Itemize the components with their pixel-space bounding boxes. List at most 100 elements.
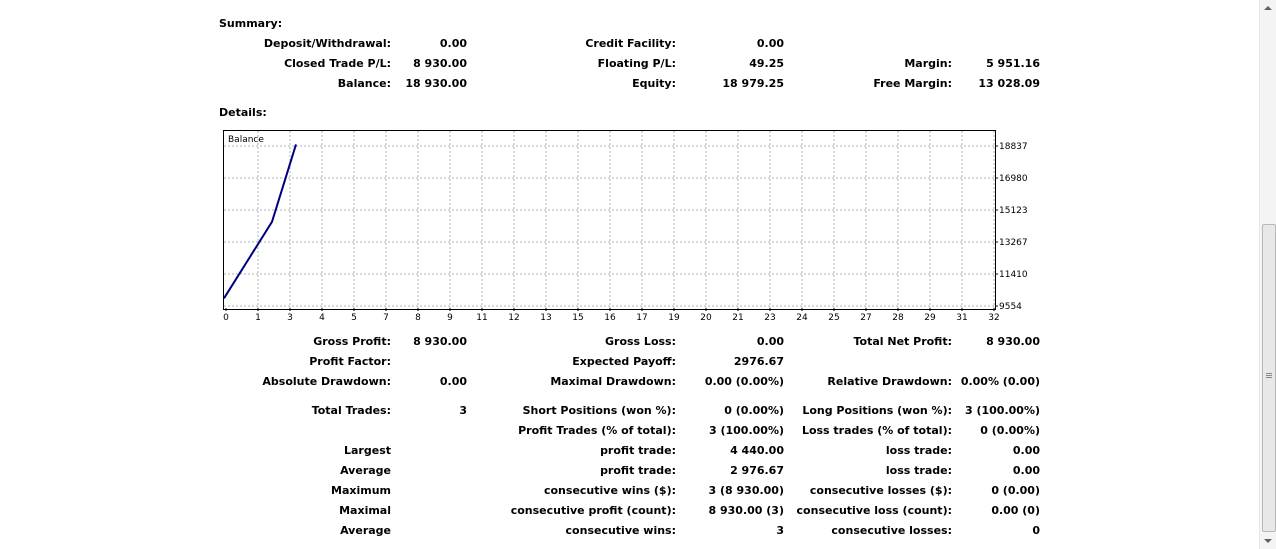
stat-label: consecutive wins ($): bbox=[543, 484, 676, 497]
balance-chart: Balance bbox=[223, 130, 996, 310]
stat-label: Maximal bbox=[339, 504, 391, 517]
stat-label: Total Net Profit: bbox=[853, 335, 953, 348]
stat-value: 3 bbox=[459, 404, 467, 417]
x-tick-label: 24 bbox=[796, 313, 808, 323]
summary-label: Deposit/Withdrawal: bbox=[263, 37, 391, 50]
stat-label: consecutive profit (count): bbox=[510, 504, 676, 517]
stat-label: loss trade: bbox=[885, 464, 952, 477]
stat-label: Total Trades: bbox=[311, 404, 391, 417]
x-tick-label: 13 bbox=[540, 313, 551, 323]
x-tick-label: 29 bbox=[924, 313, 936, 323]
x-tick-label: 31 bbox=[956, 313, 967, 323]
stat-value: 0.00 bbox=[756, 335, 784, 348]
stat-value: 0.00% (0.00) bbox=[960, 375, 1040, 388]
summary-label: Credit Facility: bbox=[585, 37, 676, 50]
stat-label: Short Positions (won %): bbox=[522, 404, 676, 417]
summary-value: 13 028.09 bbox=[978, 77, 1040, 90]
stat-value: 3 (100.00%) bbox=[964, 404, 1040, 417]
stat-label: Largest bbox=[344, 444, 391, 457]
x-tick-label: 3 bbox=[287, 313, 293, 323]
stat-label: consecutive wins: bbox=[565, 524, 676, 537]
stat-value: 3 (100.00%) bbox=[708, 424, 784, 437]
stat-label: Maximum bbox=[331, 484, 391, 497]
summary-value: 5 951.16 bbox=[986, 57, 1040, 70]
stat-value: 0 (0.00) bbox=[991, 484, 1040, 497]
stat-value: 2 976.67 bbox=[730, 464, 784, 477]
stat-label: Maximal Drawdown: bbox=[550, 375, 676, 388]
stat-label: consecutive losses ($): bbox=[809, 484, 952, 497]
y-tick-label: 18837 bbox=[999, 142, 1028, 152]
summary-label: Balance: bbox=[337, 77, 391, 90]
x-tick-label: 23 bbox=[764, 313, 775, 323]
x-tick-label: 32 bbox=[988, 313, 999, 323]
stat-value: 4 440.00 bbox=[730, 444, 784, 457]
vertical-scrollbar[interactable] bbox=[1259, 0, 1276, 549]
summary-label: Closed Trade P/L: bbox=[284, 57, 391, 70]
stat-label: Expected Payoff: bbox=[572, 355, 676, 368]
y-tick-label: 9554 bbox=[999, 302, 1022, 312]
x-tick-label: 20 bbox=[700, 313, 712, 323]
x-tick-label: 9 bbox=[447, 313, 453, 323]
stat-value: 0.00 bbox=[1012, 464, 1040, 477]
summary-label: Floating P/L: bbox=[597, 57, 676, 70]
stat-value: 8 930.00 bbox=[986, 335, 1040, 348]
details-heading: Details: bbox=[219, 106, 267, 119]
stat-label: Gross Loss: bbox=[605, 335, 676, 348]
summary-label: Free Margin: bbox=[873, 77, 952, 90]
stat-value: 0 (0.00%) bbox=[980, 424, 1040, 437]
scroll-thumb[interactable] bbox=[1262, 224, 1276, 532]
x-tick-label: 4 bbox=[319, 313, 325, 323]
stat-label: consecutive losses: bbox=[831, 524, 952, 537]
summary-value: 18 979.25 bbox=[722, 77, 784, 90]
x-tick-label: 5 bbox=[351, 313, 357, 323]
stat-value: 3 bbox=[776, 524, 784, 537]
summary-value: 8 930.00 bbox=[413, 57, 467, 70]
stat-label: Absolute Drawdown: bbox=[262, 375, 391, 388]
stat-label: profit trade: bbox=[600, 464, 676, 477]
x-tick-label: 15 bbox=[572, 313, 583, 323]
scroll-down-arrow-icon[interactable] bbox=[1260, 532, 1276, 549]
stat-value: 0 (0.00%) bbox=[724, 404, 784, 417]
stat-value: 8 930.00 (3) bbox=[708, 504, 784, 517]
stat-label: loss trade: bbox=[885, 444, 952, 457]
x-tick-label: 27 bbox=[860, 313, 871, 323]
summary-heading: Summary: bbox=[219, 17, 283, 30]
x-tick-label: 11 bbox=[476, 313, 487, 323]
summary-label: Margin: bbox=[904, 57, 952, 70]
stat-label: Profit Trades (% of total): bbox=[518, 424, 676, 437]
x-tick-label: 8 bbox=[415, 313, 421, 323]
balance-series-line bbox=[224, 144, 297, 299]
stat-value: 0.00 (0) bbox=[991, 504, 1040, 517]
summary-value: 0.00 bbox=[439, 37, 467, 50]
x-tick-label: 12 bbox=[508, 313, 519, 323]
x-tick-label: 7 bbox=[383, 313, 389, 323]
stat-value: 8 930.00 bbox=[413, 335, 467, 348]
x-tick-label: 17 bbox=[636, 313, 647, 323]
stat-label: consecutive loss (count): bbox=[796, 504, 952, 517]
y-tick-label: 15123 bbox=[999, 206, 1028, 216]
stat-label: Loss trades (% of total): bbox=[801, 424, 952, 437]
x-tick-label: 0 bbox=[223, 313, 229, 323]
stat-value: 0.00 bbox=[439, 375, 467, 388]
stat-value: 0.00 bbox=[1012, 444, 1040, 457]
summary-value: 0.00 bbox=[756, 37, 784, 50]
summary-value: 18 930.00 bbox=[405, 77, 467, 90]
x-tick-label: 25 bbox=[828, 313, 839, 323]
summary-label: Equity: bbox=[632, 77, 676, 90]
y-tick-label: 11410 bbox=[999, 270, 1028, 280]
stat-label: Average bbox=[340, 464, 391, 477]
x-tick-label: 21 bbox=[732, 313, 743, 323]
balance-chart-plot: Balance bbox=[224, 131, 995, 309]
stat-value: 3 (8 930.00) bbox=[708, 484, 784, 497]
x-tick-label: 16 bbox=[604, 313, 616, 323]
stat-value: 0.00 (0.00%) bbox=[704, 375, 784, 388]
stat-value: 0 bbox=[1032, 524, 1040, 537]
stat-label: profit trade: bbox=[600, 444, 676, 457]
stat-label: Average bbox=[340, 524, 391, 537]
x-tick-label: 1 bbox=[255, 313, 261, 323]
x-tick-label: 28 bbox=[892, 313, 904, 323]
scroll-up-arrow-icon[interactable] bbox=[1260, 0, 1276, 17]
series-label: Balance bbox=[228, 135, 264, 145]
stat-label: Long Positions (won %): bbox=[802, 404, 952, 417]
